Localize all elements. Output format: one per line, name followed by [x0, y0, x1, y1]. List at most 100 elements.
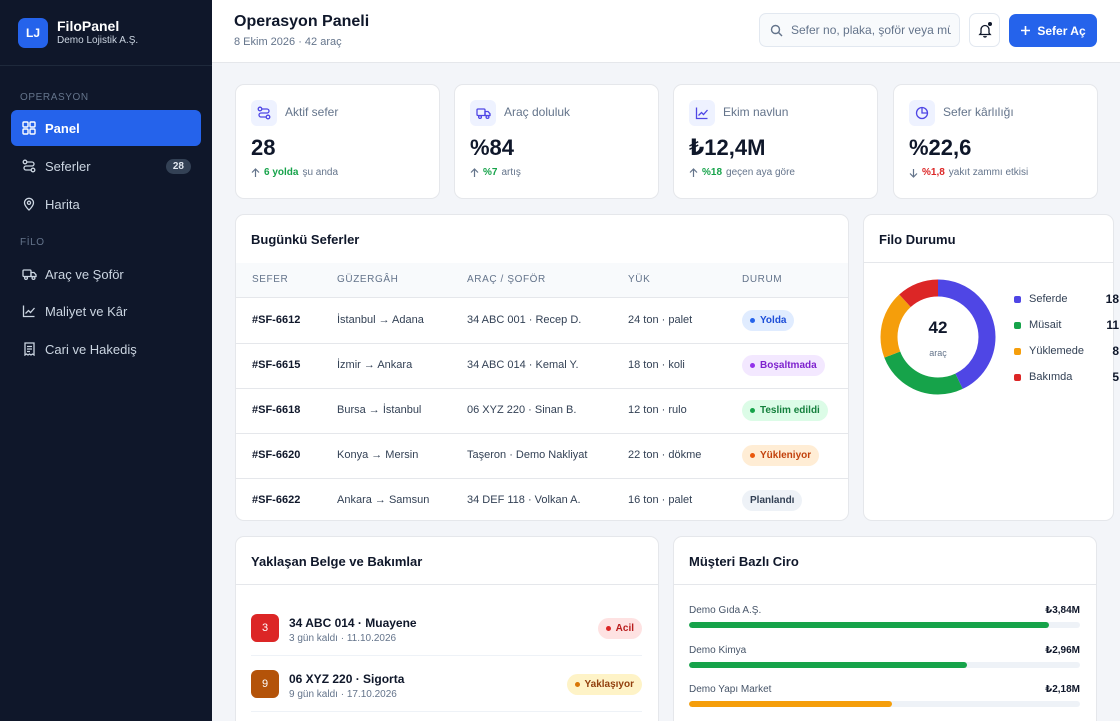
stat-trend-note: artış: [501, 167, 521, 178]
legend-item: Müsait 11: [1014, 317, 1119, 333]
revenue-bar-track: [689, 701, 1080, 707]
notification-dot: [988, 22, 992, 26]
legend-value: 5: [1112, 370, 1119, 384]
truck-icon: [470, 100, 496, 126]
table-row[interactable]: #SF-6622 Ankara → Samsun 34 DEF 118 · Vo…: [236, 479, 848, 520]
divider: [236, 584, 658, 585]
table-header: SEFER GÜZERGÂH ARAÇ / ŞOFÖR YÜK DURUM: [236, 263, 848, 298]
legend-label: Seferde: [1029, 293, 1068, 305]
sidebar-item-arac-sofor[interactable]: Araç ve Şoför: [11, 256, 201, 292]
status-badge: Planlandı: [742, 490, 803, 511]
status-dot: [750, 363, 755, 368]
sidebar-item-maliyet-kar[interactable]: Maliyet ve Kâr: [11, 293, 201, 329]
list-item[interactable]: 9 06 XYZ 220 · Sigorta 9 gün kaldı · 17.…: [251, 658, 642, 712]
doc-title: 34 ABC 014 · Muayene: [289, 616, 417, 630]
stat-card-active-trips[interactable]: Aktif sefer 28 6 yolda şu anda: [235, 84, 440, 199]
status-dot: [750, 318, 755, 323]
pie-icon: [909, 100, 935, 126]
revenue-row[interactable]: Demo Yapı Market ₺2,18M: [689, 684, 1080, 718]
donut-segment-müsait[interactable]: [880, 279, 996, 395]
sidebar-item-label: Seferler: [45, 158, 91, 174]
status-dot: [750, 408, 755, 413]
table-row[interactable]: #SF-6615 İzmir → Ankara 34 ABC 014 · Kem…: [236, 344, 848, 389]
trip-id[interactable]: #SF-6615: [252, 359, 301, 371]
divider: [864, 262, 1113, 263]
map-pin-icon: [21, 196, 37, 212]
donut-segment-yüklemede[interactable]: [880, 279, 996, 395]
page-subtitle: 8 Ekim 2026 · 42 araç: [234, 36, 342, 48]
trip-id[interactable]: #SF-6620: [252, 449, 301, 461]
trip-route: Bursa → İstanbul: [337, 404, 422, 416]
new-trip-label: Sefer Aç: [1037, 23, 1086, 38]
plus-icon: [1020, 25, 1031, 36]
stat-trend-value: %18: [702, 167, 723, 178]
new-trip-button[interactable]: Sefer Aç: [1009, 14, 1097, 47]
trip-vehicle: 34 DEF 118 · Volkan A.: [467, 494, 581, 506]
legend-swatch: [1014, 321, 1021, 329]
revenue-row[interactable]: Demo Kimya ₺2,96M: [689, 645, 1080, 679]
customer-name: Demo Kimya: [689, 645, 747, 656]
grid-icon: [21, 120, 37, 136]
trip-vehicle: 34 ABC 014 · Kemal Y.: [467, 359, 579, 371]
trip-id[interactable]: #SF-6612: [252, 314, 301, 326]
stat-card-trip-profitability[interactable]: Sefer kârlılığı %22,6 %1,8 yakıt zammı e…: [893, 84, 1098, 199]
stat-trend: %7 artış: [470, 167, 521, 178]
table-row[interactable]: #SF-6618 Bursa → İstanbul 06 XYZ 220 · S…: [236, 389, 848, 434]
column-header[interactable]: ARAÇ / ŞOFÖR: [467, 274, 546, 285]
legend-value: 11: [1106, 318, 1119, 332]
search-box[interactable]: [759, 13, 960, 47]
card-title: Yaklaşan Belge ve Bakımlar: [251, 554, 423, 569]
sidebar-item-seferler[interactable]: Seferler 28: [11, 148, 201, 184]
legend-item: Seferde 18: [1014, 291, 1119, 307]
donut-segment-bakımda[interactable]: [880, 279, 996, 395]
brand-company: Demo Lojistik A.Ş.: [57, 34, 139, 46]
legend-swatch: [1014, 373, 1021, 381]
legend-item: Bakımda 5: [1014, 369, 1119, 385]
search-icon: [770, 24, 783, 37]
card-title: Filo Durumu: [879, 232, 956, 247]
todays-trips-card: Bugünkü Seferler SEFER GÜZERGÂH ARAÇ / Ş…: [235, 214, 849, 521]
stat-value: 28: [251, 135, 276, 160]
trip-id[interactable]: #SF-6618: [252, 404, 301, 416]
stat-label: Araç doluluk: [504, 105, 571, 119]
stat-value: ₺12,4M: [689, 135, 766, 160]
status-badge: Yükleniyor: [742, 445, 820, 466]
status-label: Yolda: [760, 315, 787, 326]
stat-card-vehicle-occupancy[interactable]: Araç doluluk %84 %7 artış: [454, 84, 659, 199]
stat-trend-note: yakıt zammı etkisi: [948, 167, 1029, 178]
revenue-row[interactable]: Demo Gıda A.Ş. ₺3,84M: [689, 605, 1080, 639]
urgency-dot: [605, 626, 611, 631]
trip-load: 12 ton · rulo: [628, 404, 687, 416]
revenue-bar-track: [689, 662, 1080, 668]
customer-revenue: ₺3,84M: [1045, 605, 1080, 616]
sidebar-item-panel[interactable]: Panel: [11, 110, 201, 146]
list-item[interactable]: 3 34 ABC 014 · Muayene 3 gün kaldı · 11.…: [251, 602, 642, 656]
notifications-button[interactable]: [969, 13, 1000, 47]
sidebar-item-cari-hakedis[interactable]: Cari ve Hakediş: [11, 331, 201, 367]
sidebar-item-label: Harita: [45, 196, 80, 212]
column-header[interactable]: GÜZERGÂH: [337, 274, 399, 285]
fleet-status-card: Filo Durumu 42 araç Seferde 18 Müsait 11…: [863, 214, 1119, 521]
urgency-dot: [574, 682, 580, 687]
table-row[interactable]: #SF-6612 İstanbul → Adana 34 ABC 001 · R…: [236, 299, 848, 344]
stat-trend-note: geçen aya göre: [726, 167, 795, 178]
column-header[interactable]: DURUM: [742, 274, 783, 285]
customer-revenue-card: Müşteri Bazlı Ciro Demo Gıda A.Ş. ₺3,84M…: [673, 536, 1097, 721]
column-header[interactable]: YÜK: [628, 274, 651, 285]
search-input[interactable]: [791, 23, 951, 37]
legend-swatch: [1014, 295, 1021, 303]
trip-id[interactable]: #SF-6622: [252, 494, 301, 506]
stat-card-freight-revenue[interactable]: Ekim navlun ₺12,4M %18 geçen aya göre: [673, 84, 878, 199]
table-row[interactable]: #SF-6620 Konya → Mersin Taşeron · Demo N…: [236, 434, 848, 479]
column-header[interactable]: SEFER: [252, 274, 289, 285]
days-left-badge: 9: [251, 670, 279, 698]
stat-trend-value: %7: [483, 167, 498, 178]
legend-value: 8: [1112, 344, 1119, 358]
fleet-total: 42: [928, 318, 948, 337]
trip-load: 24 ton · palet: [628, 314, 693, 326]
sidebar-item-harita[interactable]: Harita: [11, 186, 201, 222]
stat-label: Sefer kârlılığı: [943, 105, 1014, 119]
brand[interactable]: LJ FiloPanel Demo Lojistik A.Ş.: [0, 0, 212, 66]
revenue-bar-fill: [689, 662, 967, 668]
divider: [674, 584, 1096, 585]
